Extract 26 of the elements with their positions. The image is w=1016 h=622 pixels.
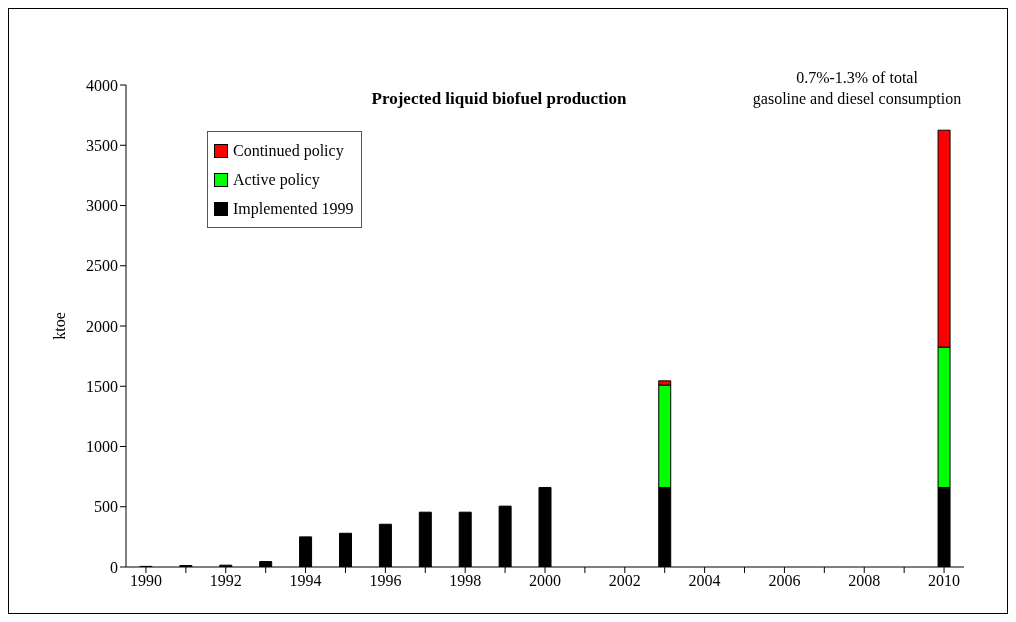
x-tick-label: 1994 bbox=[289, 572, 322, 590]
x-tick-label: 2006 bbox=[768, 572, 801, 590]
x-tick-label: 2010 bbox=[928, 572, 961, 590]
legend-label: Active policy bbox=[233, 170, 320, 189]
y-tick-label: 1000 bbox=[86, 438, 118, 456]
y-tick-label: 0 bbox=[110, 558, 118, 576]
x-tick-label: 2004 bbox=[688, 572, 721, 590]
x-tick-label: 2008 bbox=[848, 572, 881, 590]
y-tick-label: 1500 bbox=[86, 377, 118, 395]
legend-label: Implemented 1999 bbox=[233, 199, 354, 218]
x-tick-label: 2002 bbox=[608, 572, 641, 590]
legend-label: Continued policy bbox=[233, 141, 344, 160]
x-tick-label: 1996 bbox=[369, 572, 402, 590]
x-tick-label: 1992 bbox=[209, 572, 242, 590]
y-tick-label: 3500 bbox=[86, 136, 118, 154]
annotation: 0.7%-1.3% of total gasoline and diesel consumption bbox=[751, 68, 963, 109]
y-tick-label: 2000 bbox=[86, 317, 118, 335]
y-tick-label: 4000 bbox=[86, 76, 118, 94]
x-tick-label: 2000 bbox=[529, 572, 561, 590]
chart-title: Projected liquid biofuel production bbox=[370, 89, 628, 109]
x-tick-label: 1998 bbox=[449, 572, 482, 590]
y-tick-label: 3000 bbox=[86, 197, 118, 215]
y-tick-label: 500 bbox=[94, 498, 118, 516]
x-tick-label: 1990 bbox=[129, 572, 162, 590]
y-axis-title: ktoe bbox=[50, 312, 68, 340]
y-tick-label: 2500 bbox=[86, 257, 118, 275]
